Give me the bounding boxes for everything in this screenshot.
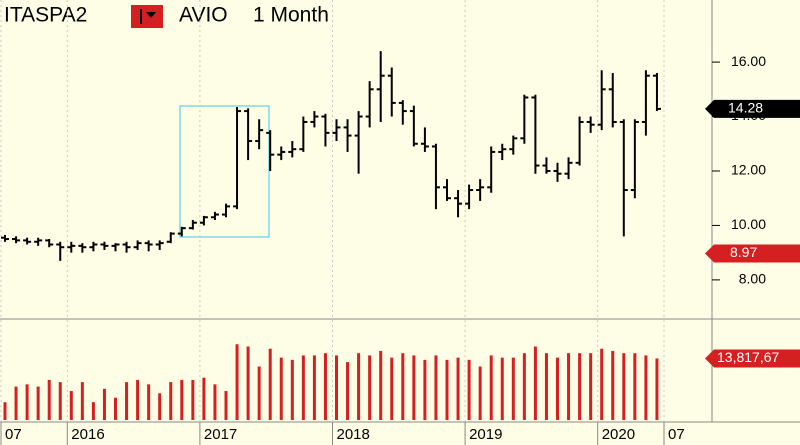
volume-bar — [47, 379, 51, 420]
volume-bar — [69, 391, 73, 420]
volume-bar — [301, 355, 305, 420]
y-tick-label: 8.00 — [739, 271, 766, 287]
volume-bar — [423, 359, 427, 420]
volume-bar — [346, 362, 350, 420]
x-tick-label: 2016 — [71, 426, 104, 443]
x-tick-label: 07 — [5, 426, 22, 443]
volume-last-label: 13,817,67 — [717, 349, 779, 365]
volume-bar — [25, 384, 29, 420]
volume-bar — [556, 357, 559, 420]
x-tick-label: 2017 — [204, 426, 237, 443]
volume-bar — [522, 353, 526, 420]
y-tick-label: 16.00 — [731, 53, 766, 69]
volume-bar — [644, 355, 648, 420]
reference-price-box — [705, 244, 800, 263]
volume-bar — [58, 382, 62, 420]
volume-bar — [180, 379, 184, 420]
volume-bar — [478, 366, 482, 420]
volume-bar — [147, 384, 151, 420]
volume-bar — [357, 353, 361, 420]
volume-bar — [202, 377, 206, 420]
volume-bar — [14, 386, 18, 420]
volume-bar — [456, 357, 460, 420]
volume-bar — [533, 346, 537, 420]
volume-bar — [158, 393, 162, 420]
dropdown-button[interactable] — [131, 5, 163, 28]
volume-bar — [80, 382, 84, 420]
volume-bar — [390, 357, 394, 420]
volume-bar — [567, 353, 571, 420]
volume-bar — [246, 346, 250, 420]
y-tick-label: 10.00 — [731, 216, 766, 232]
period: 1 Month — [253, 4, 329, 27]
volume-last-box — [705, 349, 800, 368]
volume-bar — [102, 388, 106, 420]
last-price-label: 14.28 — [728, 100, 763, 116]
volume-bar — [412, 355, 416, 420]
volume-bar — [600, 348, 604, 420]
volume-bar — [235, 344, 239, 420]
volume-bar — [136, 379, 140, 420]
volume-bar — [290, 359, 294, 420]
y-tick-label: 12.00 — [731, 162, 766, 178]
volume-bar — [655, 358, 659, 420]
last-price-box — [705, 99, 800, 118]
instrument-name: AVIO — [179, 4, 228, 27]
volume-bar — [611, 350, 615, 420]
volume-bar — [544, 353, 548, 420]
x-tick-label: 2018 — [337, 426, 370, 443]
x-tick-label: 2019 — [469, 426, 502, 443]
volume-bar — [500, 357, 504, 420]
volume-bar — [279, 357, 283, 420]
volume-bar — [368, 355, 372, 420]
volume-bar — [511, 357, 515, 420]
dropdown-icon — [146, 12, 156, 18]
volume-bar — [335, 355, 338, 420]
volume-bar — [36, 386, 40, 420]
volume-bar — [224, 391, 228, 420]
dropdown[interactable] — [131, 5, 163, 28]
symbol: ITASPA2 — [4, 4, 87, 27]
volume-bar — [3, 402, 7, 420]
volume-bar — [257, 366, 261, 420]
volume-bar — [633, 353, 637, 420]
highlight-box — [179, 105, 270, 238]
volume-bar — [589, 353, 593, 420]
volume-bar — [91, 402, 95, 420]
x-tick-label: 2020 — [602, 426, 635, 443]
volume-bar — [434, 355, 438, 420]
volume-bar — [467, 359, 471, 420]
volume-bar — [169, 382, 173, 420]
volume-bar — [268, 348, 272, 420]
volume-bar — [323, 353, 327, 420]
reference-price-label: 8.97 — [730, 244, 757, 260]
volume-bar — [445, 359, 449, 420]
volume-bar — [114, 397, 117, 420]
volume-bar — [489, 355, 493, 420]
volume-bar — [312, 355, 316, 420]
volume-bar — [213, 384, 217, 420]
volume-bar — [401, 353, 405, 420]
volume-bar — [125, 382, 129, 420]
volume-bar — [379, 350, 383, 420]
x-tick-label: 07 — [668, 426, 685, 443]
volume-bar — [622, 353, 626, 420]
volume-bar — [191, 379, 195, 420]
volume-bar — [578, 353, 582, 420]
